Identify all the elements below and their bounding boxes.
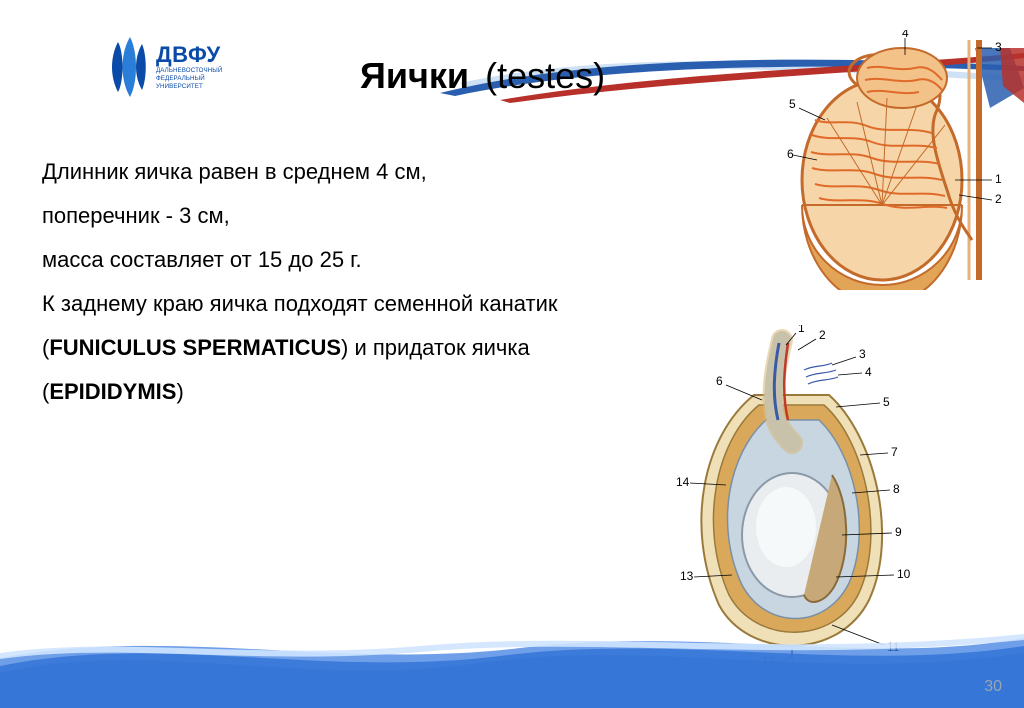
body-term-epididymis: EPIDIDYMIS	[49, 379, 176, 404]
body-line-3: масса составляет от 15 до 25 г.	[42, 238, 602, 282]
logo-mark-icon	[110, 32, 150, 102]
fig-bot-label-6: 6	[716, 374, 723, 388]
fig-top-label-1: 1	[995, 172, 1002, 186]
body-line-4: К заднему краю яичка подходят семенной к…	[42, 282, 602, 414]
body-line-1: Длинник яичка равен в среднем 4 см,	[42, 150, 602, 194]
fig-bot-label-5: 5	[883, 395, 890, 409]
figure-testis-section-icon: 1 2 3 4 5 6	[787, 30, 1002, 290]
bottom-wave-icon	[0, 618, 1024, 708]
university-logo: ДВФУ ДАЛЬНЕВОСТОЧНЫЙ ФЕДЕРАЛЬНЫЙ УНИВЕРС…	[110, 28, 250, 106]
page-number: 30	[984, 678, 1002, 696]
fig-top-label-2: 2	[995, 192, 1002, 206]
logo-subline-1: ДАЛЬНЕВОСТОЧНЫЙ	[156, 67, 222, 74]
fig-bot-label-1: 1	[798, 325, 805, 335]
fig-bot-label-9: 9	[895, 525, 902, 539]
fig-top-label-4: 4	[902, 30, 909, 40]
fig-bot-label-14: 14	[676, 475, 690, 489]
fig-bot-label-13: 13	[680, 569, 694, 583]
body-term-funiculus: FUNICULUS SPERMATICUS	[49, 335, 341, 360]
slide-title: Яички (testes)	[360, 55, 605, 97]
fig-bot-label-3: 3	[859, 347, 866, 361]
body-line-2: поперечник - 3 см,	[42, 194, 602, 238]
fig-bot-label-2: 2	[819, 328, 826, 342]
figure-scrotum-layers-icon: 1 2 3 4 5 6 7 8 9 10 11 12 13 14	[664, 325, 914, 665]
fig-bot-label-7: 7	[891, 445, 898, 459]
fig-bot-label-4: 4	[865, 365, 872, 379]
fig-bot-label-10: 10	[897, 567, 911, 581]
fig-top-label-6: 6	[787, 147, 794, 161]
title-paren: (testes)	[485, 55, 605, 96]
title-main: Яички	[360, 55, 469, 96]
fig-top-label-5: 5	[789, 97, 796, 111]
body-text: Длинник яичка равен в среднем 4 см, попе…	[42, 150, 602, 414]
logo-subline-3: УНИВЕРСИТЕТ	[156, 83, 222, 90]
body-line4-post: )	[176, 379, 183, 404]
logo-title: ДВФУ	[156, 44, 222, 66]
logo-subline-2: ФЕДЕРАЛЬНЫЙ	[156, 75, 222, 82]
fig-top-label-3: 3	[995, 40, 1002, 54]
fig-bot-label-8: 8	[893, 482, 900, 496]
